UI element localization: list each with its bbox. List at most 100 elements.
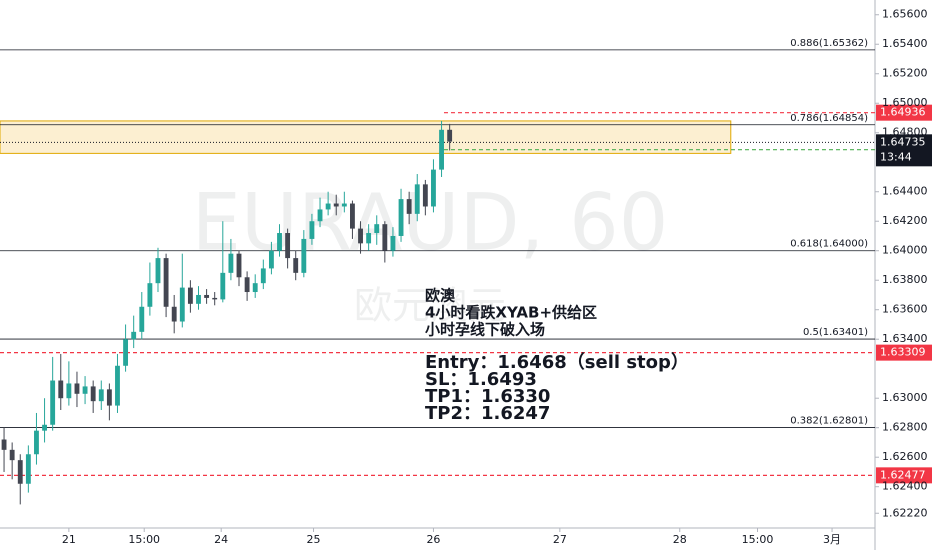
price-badge [876,344,932,361]
candle-body [25,454,31,484]
annotation: 4小时看跌XYAB+供给区 [425,304,597,322]
candle-body [406,199,412,214]
candle-body [50,380,56,425]
candle-body [98,389,104,402]
candle-body [309,221,315,239]
candle-body [187,287,193,304]
candle-body [42,424,47,431]
candle-body [447,129,453,142]
x-tick-label: 26 [426,533,440,546]
candle-body [82,386,88,394]
candle-body [220,272,226,300]
candle-body [179,287,185,322]
candle-body [228,253,234,273]
y-tick-label: 1.63000 [882,391,928,404]
price-badge [876,104,932,121]
candle-body [277,233,282,251]
candle-body [115,365,120,406]
y-tick-label: 1.62600 [882,450,928,463]
x-tick-label: 27 [553,533,567,546]
trade-plan: TP2：1.6247 [425,403,550,424]
trade-plan: TP1：1.6330 [425,386,550,407]
fib-label: 0.5(1.63401) [803,327,868,338]
candle-body [66,383,72,399]
candle-body [301,238,307,273]
candle-body [358,228,363,244]
candle-body [9,449,15,461]
candle-body [34,430,39,455]
fib-label: 0.618(1.64000) [790,239,868,250]
candle-body [414,184,420,214]
candle-body [390,235,396,251]
price-badge-label: 1.62477 [880,468,926,481]
candle-body [333,203,339,207]
x-tick-label: 28 [673,533,687,546]
candle-body [366,233,372,244]
candle-body [163,258,169,307]
candle-body [398,199,404,236]
watermark: EURAUD, 60 [192,178,669,268]
candle-body [268,250,274,269]
annotation: 小时孕线下破入场 [425,321,545,339]
y-tick-label: 1.65600 [882,8,928,21]
candle-body [90,386,96,402]
candle-body [58,380,64,399]
candle-body [171,306,177,322]
candle-body [439,129,444,170]
last-price-label: 1.64735 [880,135,926,148]
last-price-badge [876,134,932,167]
price-badge-label: 1.63309 [880,346,926,359]
x-tick-label: 24 [214,533,228,546]
candle-body [341,203,347,207]
trade-plan: Entry：1.6468（sell stop） [425,352,689,373]
y-tick-label: 1.65200 [882,67,928,80]
countdown: 13:44 [880,150,912,163]
y-tick-label: 1.64000 [882,244,928,257]
candle-body [422,184,428,207]
candle-body [285,233,291,259]
candle-body [260,268,266,284]
x-tick-label: 21 [62,533,76,546]
x-tick-label: 15:00 [742,533,774,546]
y-tick-label: 1.63800 [882,273,928,286]
candle-body [139,306,145,332]
candle-body [382,224,388,251]
y-tick-label: 1.63600 [882,303,928,316]
candle-body [155,258,161,284]
fib-label: 0.382(1.62801) [790,416,868,427]
candle-body [244,277,250,293]
y-tick-label: 1.62800 [882,421,928,434]
candle-body [374,224,380,234]
annotation: 欧澳 [425,287,456,305]
y-tick-label: 1.63400 [882,332,928,345]
x-tick-label: 15:00 [128,533,160,546]
candle-body [123,339,129,366]
candle-body [131,331,137,340]
y-tick-label: 1.64800 [882,126,928,139]
fib-label: 0.786(1.64854) [790,113,868,124]
candle-body [325,203,331,210]
watermark-sub: 欧元澳元 [354,284,506,328]
candle-body [204,294,210,298]
candle-body [147,283,153,307]
trade-plan: SL：1.6493 [425,369,537,390]
y-tick-label: 1.64200 [882,214,928,227]
candle-body [106,389,112,406]
candle-body [196,294,201,304]
candle-body [431,169,436,207]
candle-body [252,283,258,293]
y-tick-label: 1.62400 [882,480,928,493]
y-tick-label: 1.62220 [882,506,928,519]
fib-label: 0.886(1.65362) [790,38,868,49]
price-badge-label: 1.64936 [880,106,926,119]
candle-body [350,203,355,229]
candle-body [74,383,80,394]
y-tick-label: 1.65000 [882,96,928,109]
candle-body [293,258,299,273]
candle-body [236,253,242,278]
x-tick-label: 3月 [823,533,841,546]
price-badge [876,467,932,484]
candle-body [317,209,323,222]
